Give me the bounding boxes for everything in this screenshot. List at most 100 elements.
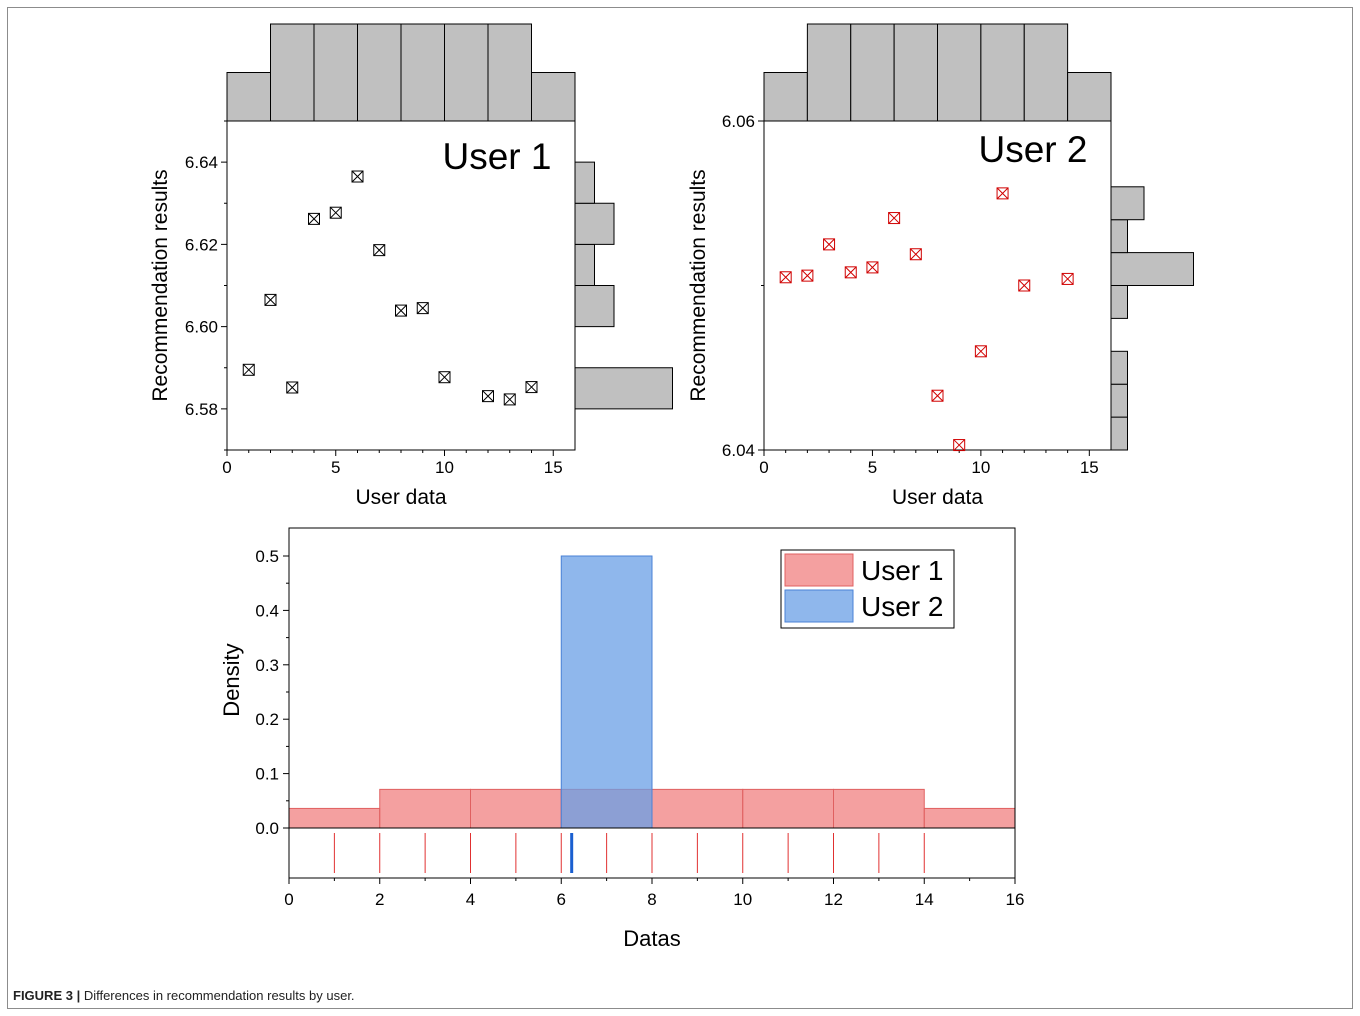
data-point bbox=[373, 244, 386, 257]
x-tick-label: 4 bbox=[466, 890, 475, 909]
data-point-cross bbox=[525, 381, 538, 393]
data-point bbox=[953, 439, 966, 452]
data-point bbox=[482, 390, 494, 403]
y-tick-label: 6.62 bbox=[185, 235, 218, 254]
data-point-cross bbox=[308, 213, 320, 225]
x-tick-label: 0 bbox=[759, 458, 768, 477]
legend-label: User 2 bbox=[861, 591, 943, 622]
data-point-box bbox=[351, 170, 364, 183]
y-tick-label: 6.06 bbox=[722, 112, 755, 131]
density-bar bbox=[288, 807, 381, 829]
top-histogram-bar bbox=[270, 23, 315, 122]
x-tick-label: 5 bbox=[331, 458, 340, 477]
y-tick-label: 0.0 bbox=[255, 819, 279, 838]
legend-swatch bbox=[784, 553, 854, 587]
right-histogram-bar bbox=[1110, 219, 1128, 254]
data-point-box bbox=[242, 363, 255, 376]
data-point bbox=[242, 363, 255, 376]
density-bar bbox=[651, 788, 744, 829]
data-point-box bbox=[844, 266, 857, 279]
data-point bbox=[503, 393, 516, 406]
data-point-cross bbox=[351, 170, 364, 183]
x-axis-label: User data bbox=[355, 486, 446, 509]
data-point-box bbox=[801, 269, 814, 282]
right-histogram-bar bbox=[1110, 252, 1194, 287]
figure-frame bbox=[7, 7, 1353, 1009]
x-tick-label: 0 bbox=[222, 458, 231, 477]
top-histogram-bar bbox=[226, 72, 271, 122]
data-point-box bbox=[888, 212, 901, 225]
x-tick-label: 6 bbox=[557, 890, 566, 909]
data-point-box bbox=[953, 439, 966, 452]
data-point bbox=[1018, 279, 1031, 292]
x-tick-label: 12 bbox=[824, 890, 843, 909]
data-point bbox=[416, 302, 429, 315]
x-tick-label: 0 bbox=[284, 890, 293, 909]
data-point-cross bbox=[823, 238, 835, 251]
data-point bbox=[1061, 272, 1074, 285]
data-point-cross bbox=[953, 439, 966, 451]
data-point-box bbox=[308, 212, 320, 225]
y-axis-label: Density bbox=[219, 643, 244, 716]
y-tick-label: 0.1 bbox=[255, 765, 279, 784]
data-point-cross bbox=[888, 212, 900, 224]
right-histogram-bar bbox=[1110, 416, 1128, 451]
y-tick-label: 6.60 bbox=[185, 318, 218, 337]
y-axis-label: Recommendation results bbox=[149, 169, 172, 401]
data-point-cross bbox=[844, 266, 857, 279]
data-point bbox=[801, 269, 814, 282]
top-histogram-bar bbox=[444, 23, 489, 122]
x-tick-label: 10 bbox=[971, 458, 990, 477]
plot-frame bbox=[763, 120, 1112, 451]
data-point-cross bbox=[482, 390, 494, 402]
data-point bbox=[308, 212, 320, 225]
top-histogram-bar bbox=[893, 23, 938, 122]
data-point-box bbox=[329, 206, 342, 219]
data-point-cross bbox=[373, 244, 386, 256]
density-bar bbox=[560, 555, 653, 829]
density-bar bbox=[470, 788, 562, 829]
data-point-cross bbox=[395, 304, 407, 317]
right-histogram-bar bbox=[574, 161, 595, 204]
data-point-box bbox=[264, 293, 277, 306]
density-bar bbox=[742, 788, 834, 829]
x-axis-label: User data bbox=[892, 486, 983, 509]
data-point bbox=[823, 238, 836, 251]
data-point-cross bbox=[909, 248, 922, 261]
data-point-cross bbox=[286, 381, 299, 394]
data-point-box bbox=[823, 238, 836, 251]
data-point bbox=[974, 345, 987, 358]
y-tick-label: 0.2 bbox=[255, 710, 279, 729]
data-point bbox=[909, 248, 922, 261]
density-bar bbox=[923, 807, 1016, 829]
data-point-cross bbox=[1018, 279, 1031, 292]
legend-swatch bbox=[784, 589, 854, 623]
data-point-box bbox=[1018, 279, 1031, 292]
data-point bbox=[264, 293, 277, 306]
data-point-box bbox=[974, 345, 987, 358]
y-tick-label: 0.5 bbox=[255, 547, 279, 566]
data-point-cross bbox=[503, 393, 516, 406]
x-tick-label: 2 bbox=[375, 890, 384, 909]
figure-caption: FIGURE 3 | Differences in recommendation… bbox=[13, 988, 355, 1003]
data-point-cross bbox=[438, 371, 451, 384]
x-tick-label: 15 bbox=[544, 458, 563, 477]
top-histogram-bar bbox=[937, 23, 982, 122]
data-point bbox=[525, 381, 538, 394]
data-point-box bbox=[286, 381, 299, 394]
legend: User 1 User 2 bbox=[780, 549, 955, 629]
data-point-box bbox=[866, 261, 879, 274]
data-point-box bbox=[482, 390, 494, 403]
data-point-box bbox=[931, 389, 944, 402]
caption-text: Differences in recommendation results by… bbox=[80, 988, 355, 1003]
data-point-box bbox=[373, 244, 386, 257]
data-point bbox=[286, 381, 299, 394]
scatter-panel-user-1: 0 5 10 15 6.58 6.60 6.62 6.64 User data Recommend… bbox=[149, 23, 673, 509]
data-point bbox=[779, 271, 792, 284]
top-histogram-bar bbox=[980, 23, 1025, 122]
right-histogram-bar bbox=[1110, 186, 1145, 221]
right-histogram-bar bbox=[1110, 383, 1128, 418]
top-histogram-bar bbox=[763, 72, 808, 122]
right-histogram-bar bbox=[574, 367, 673, 410]
